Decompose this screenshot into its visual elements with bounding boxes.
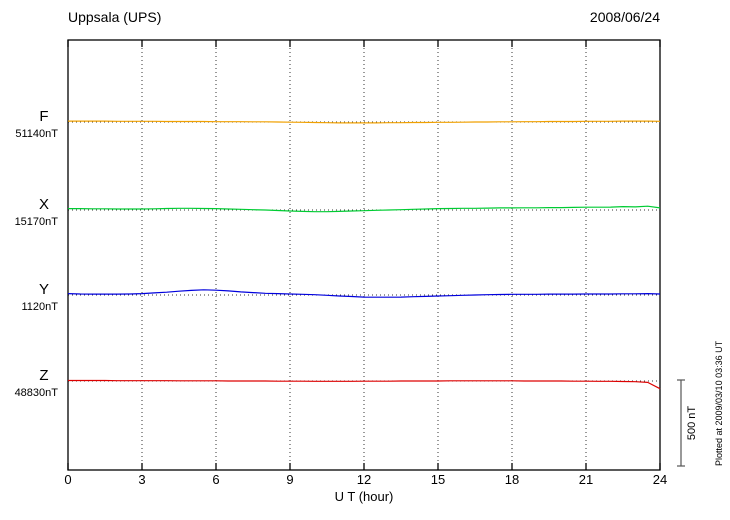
x-tick-label: 18 <box>505 472 519 487</box>
x-tick-label: 0 <box>64 472 71 487</box>
x-tick-label: 3 <box>138 472 145 487</box>
x-tick-label: 15 <box>431 472 445 487</box>
series-baseline-value-z: 48830nT <box>15 387 59 399</box>
x-tick-label: 12 <box>357 472 371 487</box>
station-title: Uppsala (UPS) <box>68 9 161 25</box>
x-tick-label: 21 <box>579 472 593 487</box>
series-label-y: Y <box>39 281 49 298</box>
scale-bar-label: 500 nT <box>686 406 698 441</box>
series-baseline-value-y: 1120nT <box>22 301 59 313</box>
trace-z <box>68 379 661 390</box>
x-tick-label: 24 <box>653 472 667 487</box>
trace-y <box>67 289 661 298</box>
series-baseline-value-x: 15170nT <box>15 216 59 228</box>
x-tick-label: 9 <box>286 472 293 487</box>
series-label-z: Z <box>39 367 48 384</box>
x-tick-label: 6 <box>212 472 219 487</box>
plotted-at-footnote: Plotted at 2009/03/10 03:36 UT <box>714 340 724 466</box>
trace-x <box>68 205 661 213</box>
x-axis-label: U T (hour) <box>335 489 394 504</box>
series-label-f: F <box>39 108 48 125</box>
date-label: 2008/06/24 <box>590 9 660 25</box>
series-label-x: X <box>39 196 49 213</box>
series-baseline-value-f: 51140nT <box>15 128 58 140</box>
trace-f <box>68 120 661 124</box>
